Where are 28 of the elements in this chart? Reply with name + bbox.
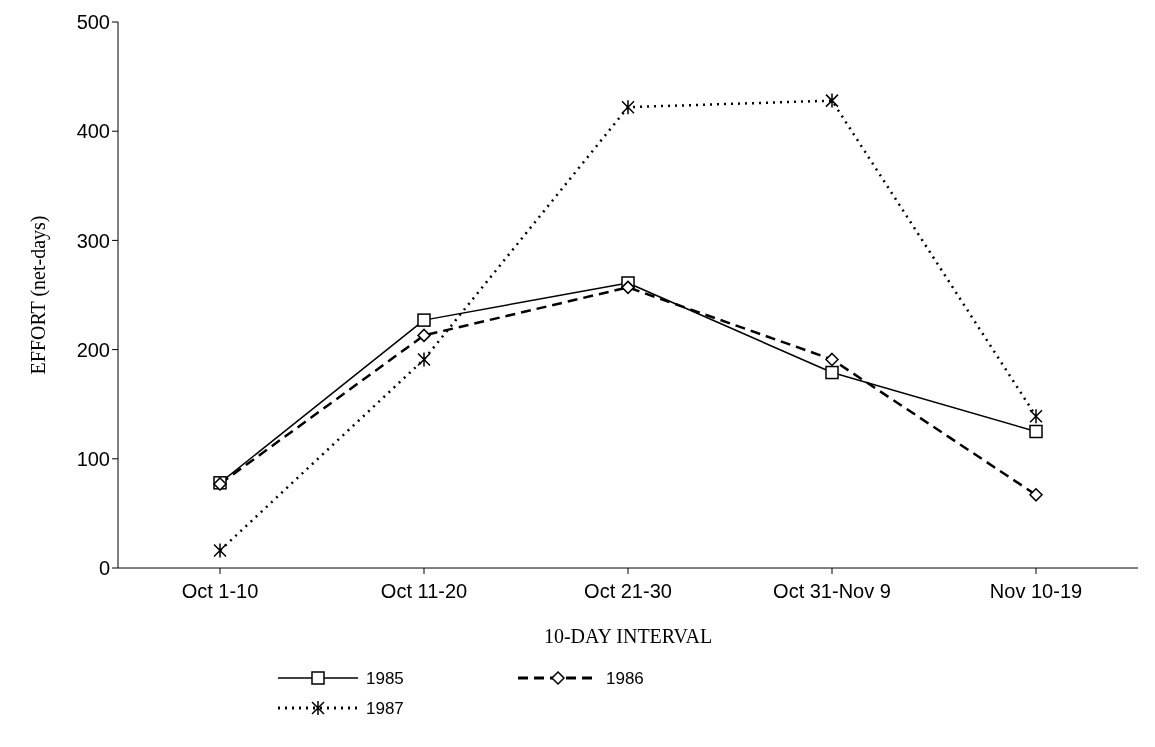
point — [417, 351, 431, 368]
legend-label: 1985 — [366, 669, 404, 688]
point — [825, 352, 839, 367]
point — [825, 365, 839, 380]
y-tick-label: 400 — [76, 120, 110, 143]
y-tick-label: 200 — [76, 338, 110, 361]
point — [417, 313, 431, 327]
point — [213, 542, 227, 559]
x-tick-label: Oct 11-20 — [380, 580, 468, 603]
point — [1029, 424, 1043, 439]
legend-label: 1986 — [606, 669, 644, 688]
point — [621, 99, 635, 115]
legend-label: 1987 — [366, 699, 404, 718]
x-tick-label: Nov 10-19 — [989, 580, 1083, 603]
point — [621, 280, 635, 295]
x-tick-label: Oct 21-30 — [584, 580, 672, 603]
y-axis-title: EFFORT (net-days) — [27, 215, 51, 375]
point — [1029, 408, 1043, 424]
point — [825, 92, 839, 109]
y-tick-label: 500 — [76, 11, 110, 34]
point — [417, 328, 431, 343]
point — [1029, 488, 1043, 502]
y-tick-label: 100 — [76, 447, 110, 470]
y-tick-label: 0 — [98, 557, 110, 580]
x-axis-title: 10-DAY INTERVAL — [543, 625, 713, 647]
x-tick-label: Oct 31-Nov 9 — [773, 580, 891, 603]
x-tick-label: Oct 1-10 — [181, 580, 259, 603]
y-tick-label: 300 — [76, 229, 110, 252]
